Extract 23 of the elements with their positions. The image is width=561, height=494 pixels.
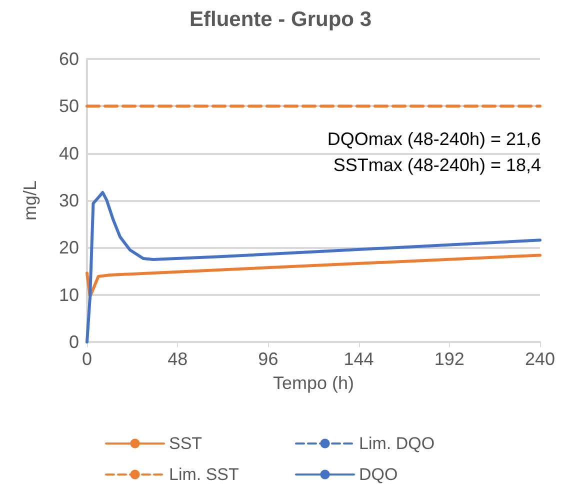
- legend-label: Lim. SST: [169, 465, 239, 484]
- y-tick-label: 0: [68, 332, 79, 352]
- x-tick-label: 240: [524, 349, 556, 369]
- x-tick-label: 192: [434, 349, 464, 369]
- annotation: SSTmax (48-240h) = 18,4: [333, 155, 542, 175]
- y-tick-label: 50: [58, 96, 79, 116]
- y-tick-label: 30: [58, 190, 79, 210]
- chart-title: Efluente - Grupo 3: [189, 8, 372, 31]
- x-tick-label: 0: [82, 349, 92, 369]
- x-tick-label: 48: [168, 349, 188, 369]
- y-axis-title: mg/L: [20, 180, 40, 221]
- legend-label: DQO: [359, 465, 398, 484]
- legend-label: Lim. DQO: [359, 434, 435, 453]
- y-tick-label: 10: [58, 284, 79, 305]
- y-tick-label: 40: [58, 143, 79, 164]
- line-series: [86, 254, 542, 298]
- x-tick-label: 96: [258, 349, 278, 369]
- legend-label: SST: [169, 434, 202, 453]
- annotation: DQOmax (48-240h) = 21,6: [327, 129, 542, 149]
- y-tick-label: 20: [58, 238, 79, 258]
- x-axis-title: Tempo (h): [272, 373, 354, 393]
- x-tick-label: 144: [344, 349, 374, 369]
- y-tick-label: 60: [58, 49, 79, 69]
